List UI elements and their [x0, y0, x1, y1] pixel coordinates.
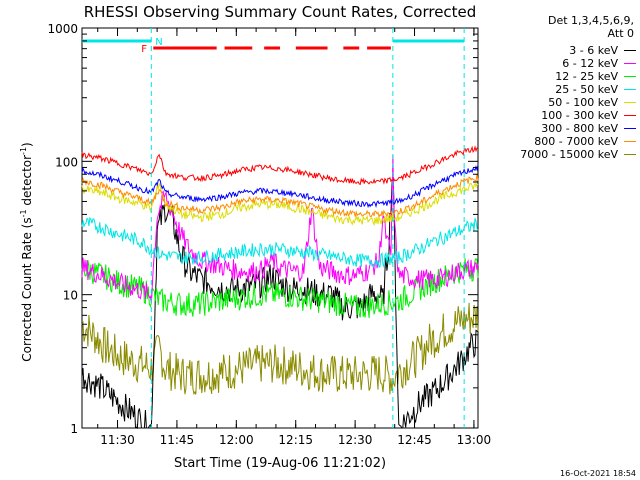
plot-area: [81, 27, 479, 429]
y-tick-label: 10: [63, 289, 78, 303]
legend-swatch: [624, 76, 636, 77]
legend-label: 300 - 800 keV: [541, 122, 618, 135]
y-label-part-3: ): [20, 142, 34, 147]
legend-label: 25 - 50 keV: [555, 83, 618, 96]
legend-swatch: [624, 89, 636, 90]
y-tick-label: 100: [55, 155, 78, 169]
y-label-sup-2: -1: [19, 147, 28, 155]
flag-layer: NF: [82, 28, 465, 428]
series-line: [81, 174, 479, 219]
legend-label: 3 - 6 keV: [569, 44, 618, 57]
x-axis-label: Start Time (19-Aug-06 11:21:02): [174, 456, 386, 471]
legend-header-line-1: Det 1,3,4,5,6,9,: [547, 14, 634, 27]
legend-swatch: [624, 50, 636, 51]
x-tick-label: 11:30: [100, 433, 135, 447]
legend-swatch: [624, 128, 636, 129]
legend-header-line-2: Att 0: [607, 27, 634, 40]
legend-swatch: [624, 115, 636, 116]
legend-entry: 7000 - 15000 keV: [520, 148, 636, 161]
x-tick-label: 13:00: [457, 433, 492, 447]
plot-frame-border: [81, 27, 479, 429]
legend-label: 100 - 300 keV: [541, 109, 618, 122]
legend-label: 800 - 7000 keV: [534, 135, 618, 148]
night-flag-label: N: [155, 37, 162, 48]
legend-entry: 25 - 50 keV: [555, 83, 636, 96]
legend-label: 7000 - 15000 keV: [520, 148, 618, 161]
axes-layer: 11:30 11:45 12:00 12:15 12:30 12:45 13:00 1 10 10…: [47, 22, 491, 447]
x-tick-label: 12:30: [338, 433, 373, 447]
y-tick-label: 1: [70, 422, 78, 436]
series-line: [81, 181, 479, 227]
legend-label: 50 - 100 keV: [548, 96, 618, 109]
series-layer: [81, 145, 479, 429]
y-label-part-2: detector: [20, 155, 34, 210]
series-line: [81, 302, 479, 396]
legend-entry: 50 - 100 keV: [548, 96, 636, 109]
legend-entry: 12 - 25 keV: [555, 70, 636, 83]
legend-header: Det 1,3,4,5,6,9, Att 0: [548, 14, 634, 40]
legend-label: 12 - 25 keV: [555, 70, 618, 83]
legend-entry: 100 - 300 keV: [541, 109, 636, 122]
y-label-sup-1: -1: [19, 209, 28, 217]
x-tick-label: 12:45: [397, 433, 432, 447]
series-line: [81, 164, 479, 209]
legend-swatch: [624, 141, 636, 142]
x-tick-label: 12:15: [278, 433, 313, 447]
legend-entry: 800 - 7000 keV: [534, 135, 636, 148]
timestamp: 16-Oct-2021 18:54: [560, 469, 636, 478]
legend-entry: 3 - 6 keV: [569, 44, 636, 57]
legend-swatch: [624, 63, 636, 64]
legend-swatch: [624, 102, 636, 103]
legend-entry: 6 - 12 keV: [562, 57, 636, 70]
series-line: [81, 216, 479, 269]
y-axis-label: Corrected Count Rate (s-1 detector-1): [19, 142, 34, 361]
x-tick-label: 11:45: [160, 433, 195, 447]
series-line: [81, 155, 479, 303]
series-line: [81, 145, 479, 186]
y-label-part-1: Corrected Count Rate (s: [20, 217, 34, 361]
chart-title: RHESSI Observing Summary Count Rates, Co…: [84, 3, 477, 21]
series-line: [81, 257, 479, 319]
legend-entry: 300 - 800 keV: [541, 122, 636, 135]
y-tick-label: 1000: [47, 22, 78, 36]
legend-swatch: [624, 154, 636, 155]
flare-flag-label: F: [141, 44, 147, 55]
x-tick-label: 12:00: [219, 433, 254, 447]
legend-label: 6 - 12 keV: [562, 57, 618, 70]
series-line: [81, 173, 479, 429]
